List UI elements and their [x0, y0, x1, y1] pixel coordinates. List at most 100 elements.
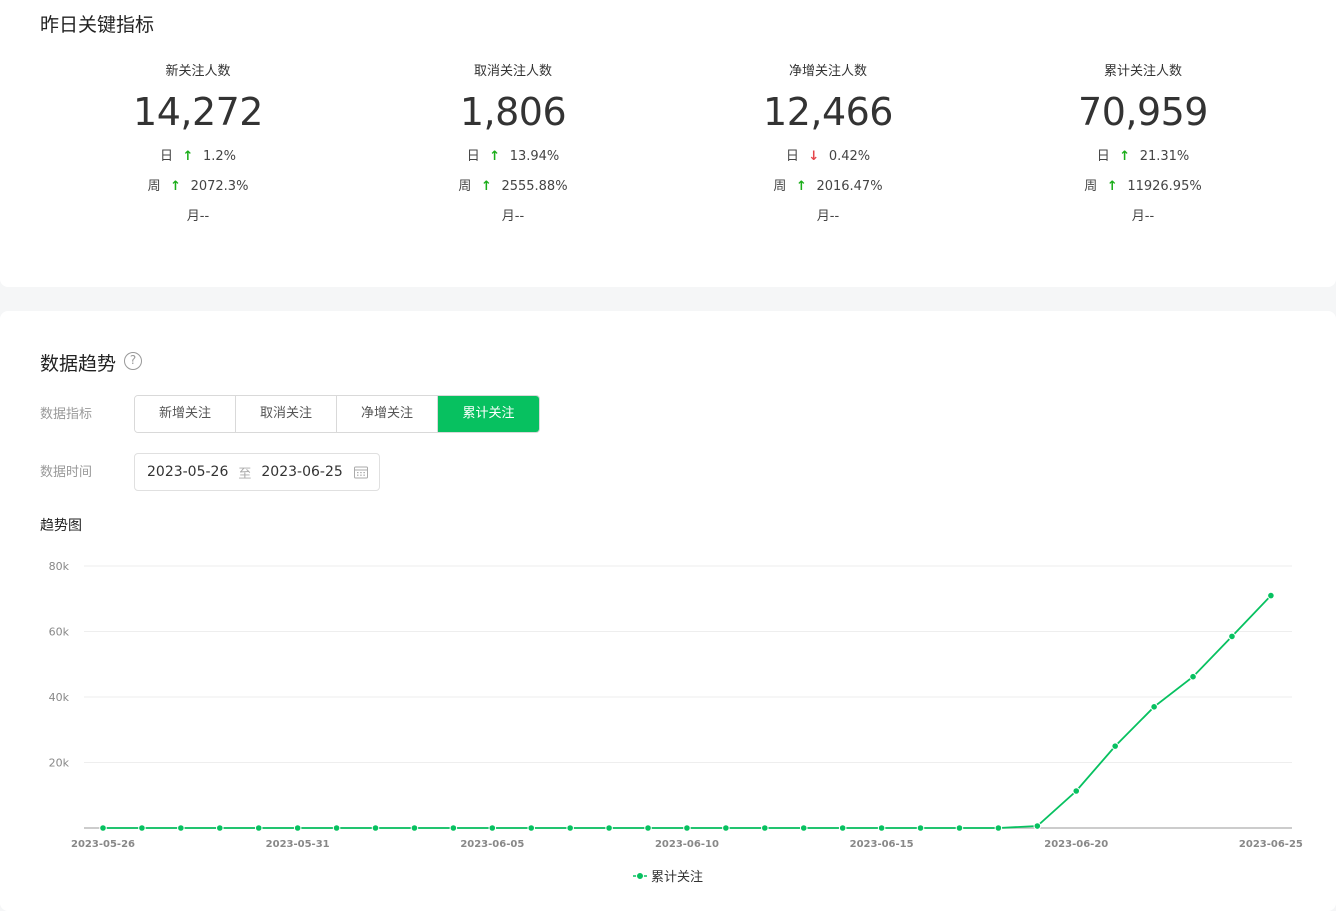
week-change: 2555.88%	[501, 179, 568, 194]
data-point	[215, 824, 224, 832]
data-point	[138, 824, 146, 832]
week-prefix: 周	[147, 179, 161, 194]
data-point	[722, 824, 730, 832]
data-point	[371, 824, 380, 832]
month-row: 月--	[816, 209, 840, 224]
metric-value: 14,272	[133, 90, 263, 134]
x-tick-label: 2023-06-20	[1044, 839, 1108, 850]
day-prefix: 日	[785, 149, 799, 164]
month-row: 月--	[1131, 209, 1155, 224]
metric-card: 累计关注人数 70,959 日 ↑ 21.31% 周 ↑ 11926.95% 月--	[993, 62, 1293, 232]
month-row: 月--	[501, 209, 525, 224]
day-change: 13.94%	[509, 149, 560, 164]
data-point	[254, 824, 263, 832]
data-point	[177, 824, 185, 832]
week-change-row: 周 ↑ 11926.95%	[993, 172, 1293, 202]
data-point	[877, 824, 886, 832]
data-point	[761, 824, 769, 832]
metric-label: 数据指标	[40, 407, 93, 422]
tab-unfollow[interactable]: 取消关注	[236, 396, 337, 432]
data-point	[1150, 703, 1158, 711]
trend-chart: 20k 40k 60k 80k 2023-05-26 2023-05-31 2023-06-…	[49, 560, 1303, 850]
arrow-down-icon: ↓	[808, 149, 820, 164]
metric-value: 12,466	[763, 90, 893, 134]
data-point	[605, 824, 613, 832]
week-prefix: 周	[773, 179, 787, 194]
week-change: 11926.95%	[1127, 179, 1202, 194]
data-point	[488, 824, 497, 832]
arrow-up-icon: ↑	[795, 179, 807, 194]
metric-label: 累计关注人数	[1103, 64, 1182, 79]
metric-label: 取消关注人数	[473, 64, 552, 79]
day-prefix: 日	[1096, 149, 1110, 164]
legend-marker-icon	[633, 871, 647, 880]
data-point	[1267, 591, 1275, 600]
data-point	[566, 824, 574, 832]
day-change-row: 日 ↑ 21.31%	[993, 142, 1293, 172]
tab-cumulative-follow[interactable]: 累计关注	[438, 396, 539, 432]
data-point	[293, 824, 302, 832]
metric-card: 新关注人数 14,272 日 ↑ 1.2% 周 ↑ 2072.3% 月--	[48, 62, 348, 232]
metric-label: 新关注人数	[165, 64, 231, 79]
metric-label: 净增关注人数	[788, 64, 867, 79]
tab-new-follow[interactable]: 新增关注	[135, 396, 236, 432]
y-tick-label: 80k	[49, 560, 70, 573]
tab-net-follow[interactable]: 净增关注	[337, 396, 438, 432]
data-point	[410, 824, 419, 832]
y-tick-label: 20k	[49, 757, 70, 770]
day-change: 0.42%	[828, 149, 871, 164]
data-point	[644, 824, 652, 832]
metric-value: 70,959	[1078, 90, 1208, 134]
week-change-row: 周 ↑ 2016.47%	[678, 172, 978, 202]
date-start[interactable]: 2023-05-26	[147, 464, 229, 480]
data-point	[994, 824, 1003, 832]
data-point	[1033, 822, 1042, 830]
legend-label: 累计关注	[651, 870, 704, 885]
data-point	[916, 824, 925, 832]
arrow-up-icon: ↑	[489, 149, 501, 164]
time-label: 数据时间	[40, 465, 93, 480]
day-change-row: 日 ↓ 0.42%	[678, 142, 978, 172]
trend-title: 数据趋势	[40, 353, 117, 375]
day-change: 1.2%	[202, 149, 237, 164]
yesterday-title: 昨日关键指标	[40, 14, 155, 36]
data-point	[799, 824, 808, 832]
arrow-up-icon: ↑	[1106, 179, 1118, 194]
week-change: 2072.3%	[190, 179, 249, 194]
data-point	[1111, 742, 1119, 750]
data-point	[955, 824, 964, 832]
day-prefix: 日	[466, 149, 480, 164]
arrow-up-icon: ↑	[480, 179, 492, 194]
x-tick-label: 2023-06-25	[1239, 839, 1303, 850]
calendar-icon[interactable]	[353, 464, 369, 480]
data-point	[1189, 672, 1197, 681]
data-point	[1228, 632, 1236, 641]
day-prefix: 日	[159, 149, 173, 164]
day-change-row: 日 ↑ 1.2%	[48, 142, 348, 172]
x-tick-label: 2023-05-31	[266, 839, 330, 850]
x-tick-label: 2023-06-05	[460, 839, 524, 850]
x-tick-label: 2023-06-15	[850, 839, 914, 850]
metric-tabs: 新增关注 取消关注 净增关注 累计关注	[134, 395, 540, 433]
date-range-picker[interactable]: 2023-05-26 至 2023-06-25	[134, 453, 380, 491]
month-row: 月--	[186, 209, 210, 224]
series-line	[103, 594, 1272, 829]
chart-legend[interactable]: 累计关注	[633, 866, 703, 885]
chart-title: 趋势图	[40, 518, 82, 534]
metric-card: 净增关注人数 12,466 日 ↓ 0.42% 周 ↑ 2016.47% 月--	[678, 62, 978, 232]
y-tick-label: 40k	[49, 691, 70, 704]
week-change: 2016.47%	[816, 179, 883, 194]
date-end[interactable]: 2023-06-25	[261, 464, 343, 480]
arrow-up-icon: ↑	[182, 149, 194, 164]
week-prefix: 周	[1084, 179, 1098, 194]
week-change-row: 周 ↑ 2555.88%	[363, 172, 663, 202]
yesterday-panel	[0, 0, 1336, 287]
data-point	[838, 824, 847, 832]
arrow-up-icon: ↑	[1119, 149, 1131, 164]
question-circle-icon[interactable]: ?	[124, 352, 142, 370]
data-point	[449, 824, 458, 832]
data-point	[527, 824, 536, 832]
metric-card: 取消关注人数 1,806 日 ↑ 13.94% 周 ↑ 2555.88% 月--	[363, 62, 663, 232]
week-prefix: 周	[458, 179, 472, 194]
y-tick-label: 60k	[49, 626, 70, 639]
